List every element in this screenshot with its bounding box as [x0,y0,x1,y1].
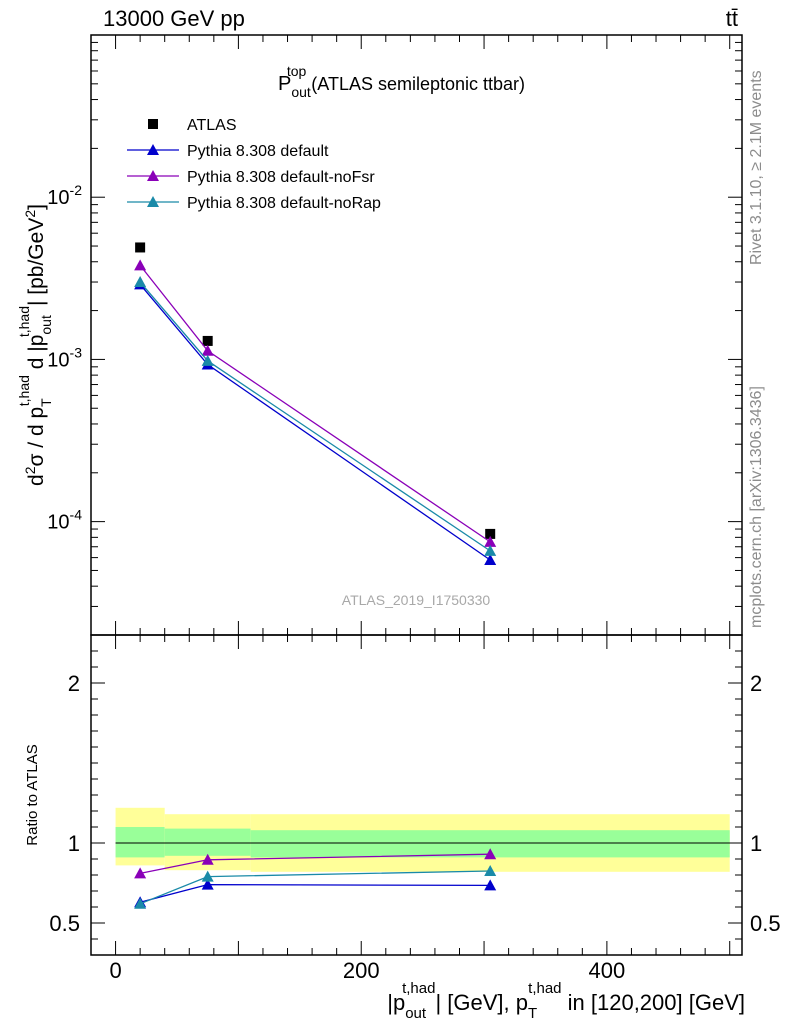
ratio-band-inner [164,828,251,856]
main-series [134,242,497,565]
main-y-axis-label: d2σ / d pTt,had d |poutt,had| [pb/GeV2] [16,204,54,486]
ratio-data-point [484,848,497,860]
ratio-y-tick-label-right: 0.5 [750,911,781,936]
main-series-line [139,283,491,561]
ratio-data-point [201,870,214,882]
svg-text:d2σ / d pTt,had d |poutt,had|: d2σ / d pTt,had d |poutt,had| [pb/GeV2] [16,204,54,486]
atlas-data-point [135,242,146,253]
title-main: P [278,73,291,95]
title-sub: out [291,84,311,100]
main-y-tick-label: 10-4 [47,507,82,534]
ratio-data-point [484,865,497,876]
mcplots-label: mcplots.cern.ch [arXiv:1306.3436] [748,386,765,628]
rivet-version-label: Rivet 3.1.10, ≥ 2.1M events [748,70,765,265]
ratio-series [134,848,497,909]
analysis-watermark: ATLAS_2019_I1750330 [342,592,491,608]
mc-data-point [484,553,497,565]
x-tick-label: 0 [109,958,121,983]
ratio-y-tick-label: 1 [68,831,80,856]
main-axis-ticks: 10-2 10-3 10-4 [47,34,742,636]
legend-label: ATLAS [187,117,237,134]
ratio-y-tick-label-right: 1 [750,831,762,856]
mc-data-point [484,535,497,547]
ratio-y-tick-label: 0.5 [49,911,80,936]
ratio-y-tick-label-right: 2 [750,671,762,696]
ratio-data-point [484,879,497,891]
plot-title: Pout top (ATLAS semileptonic ttbar) [278,63,525,100]
mc-data-point [484,544,497,556]
x-tick-label: 400 [589,958,626,983]
ratio-series-line [139,870,491,905]
x-tick-label: 200 [343,958,380,983]
legend-marker [148,119,158,129]
ratio-axis-ticks: 0.5 0.5 1 1 2 2 0 200 400 [49,635,781,983]
ratio-data-point [134,897,147,909]
title-rest: (ATLAS semileptonic ttbar) [306,74,525,94]
main-y-tick-label: 10-2 [47,182,82,209]
main-y-tick-label: 10-3 [47,344,82,371]
ratio-y-tick-label: 2 [68,671,80,696]
ratio-data-point [201,853,214,865]
legend-marker [147,196,159,207]
energy-label: 13000 GeV pp [103,6,245,31]
mc-data-point [201,344,214,356]
legend-label: Pythia 8.308 default-noFsr [187,169,375,186]
legend-marker [147,170,159,181]
ratio-y-axis-label: Ratio to ATLAS [24,744,41,845]
main-series-line [139,281,491,552]
mc-data-point [134,276,147,288]
title-sup: top [287,63,307,79]
legend-label: Pythia 8.308 default [187,143,329,160]
atlas-data-point [202,335,213,346]
ratio-data-point [134,867,147,879]
ratio-series-line [139,883,491,903]
legend-marker [147,144,159,155]
atlas-data-point [485,528,496,539]
ratio-panel-frame [90,634,743,956]
ratio-data-point [201,878,214,890]
x-axis-label: |poutt,had| [GeV], pTt,had in [120,200] … [387,980,745,1022]
main-series-line [139,264,491,543]
legend-label: Pythia 8.308 default-noRap [187,195,381,212]
mc-data-point [134,259,147,271]
legend: ATLAS Pythia 8.308 default Pythia 8.308 de… [127,117,381,212]
mc-data-point [201,354,214,366]
process-label: tt̄ [726,6,738,31]
ratio-band-inner [115,827,165,858]
